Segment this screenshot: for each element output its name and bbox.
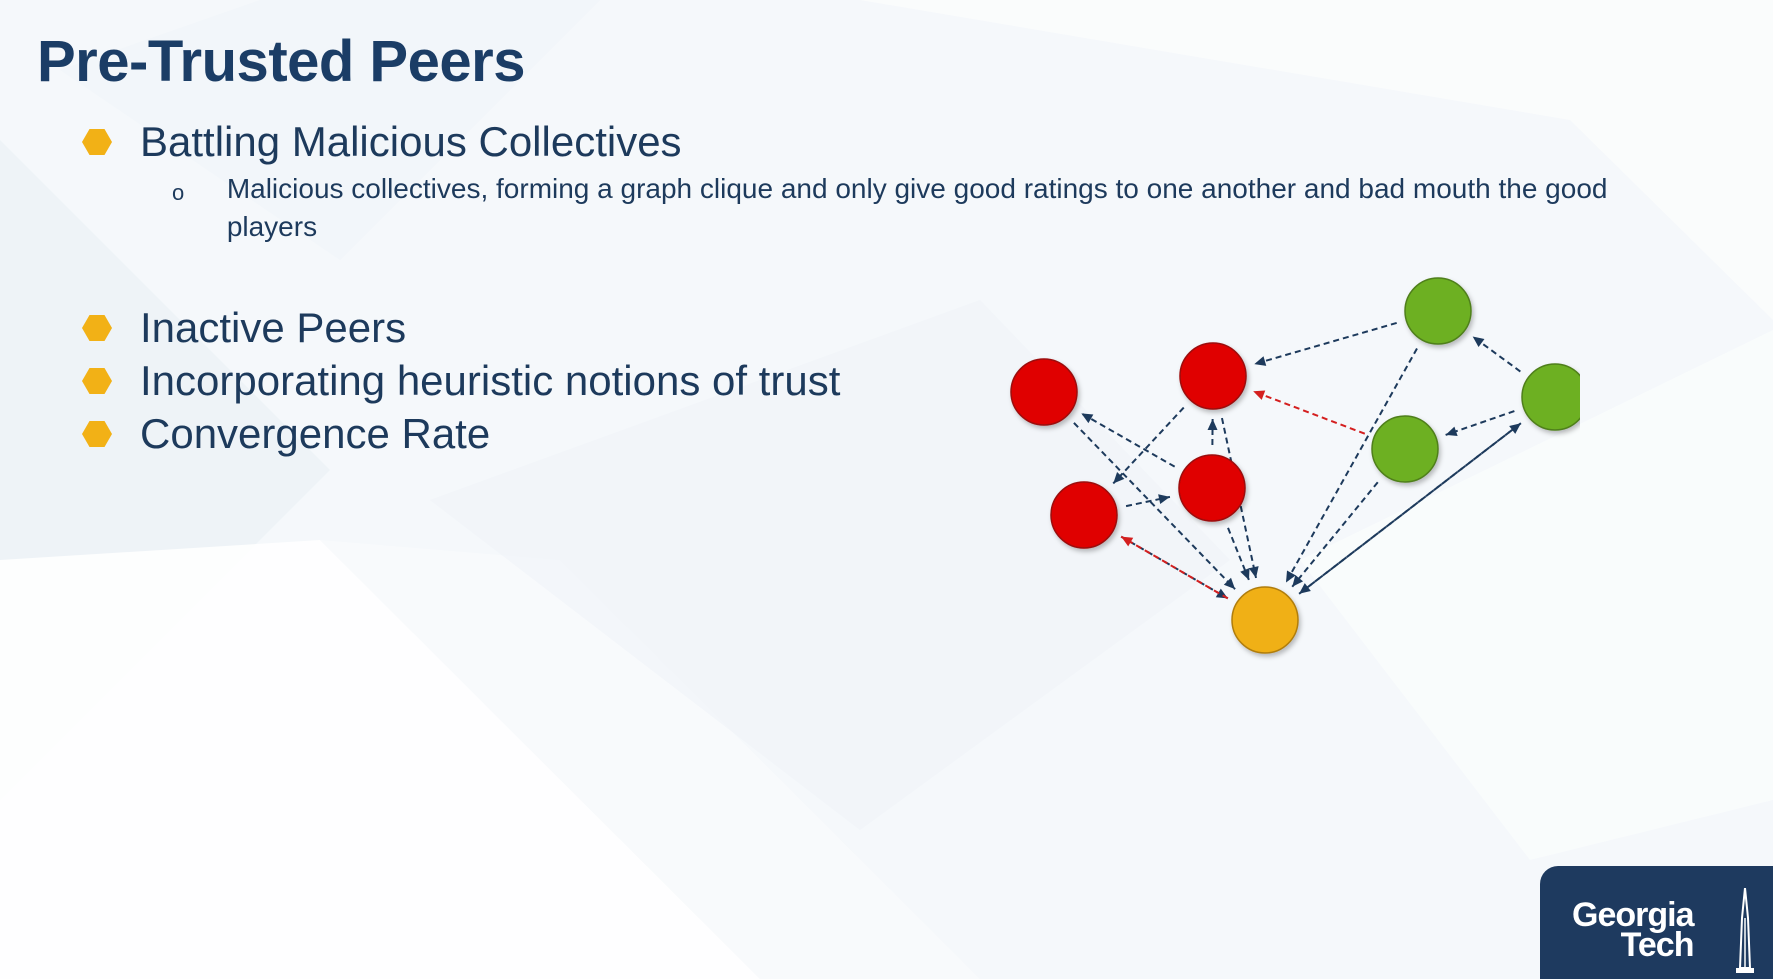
logo-wordmark: Georgia Tech: [1572, 896, 1695, 964]
trust-network-diagram: [1010, 277, 1580, 654]
bullet-text: Convergence Rate: [140, 410, 491, 457]
edge-r3-to-r1: [1080, 412, 1176, 468]
sub-bullet-item: o Malicious collectives, forming a graph…: [172, 170, 1662, 246]
bullet-text: Incorporating heuristic notions of trust: [140, 357, 841, 404]
pretrusted-peer-node-y: [1231, 586, 1299, 654]
logo-line-2: Tech: [1620, 926, 1695, 964]
circle-bullet-icon: o: [172, 180, 185, 205]
malicious-peer-node-r3: [1178, 454, 1246, 522]
edge-r2-to-r4: [1112, 406, 1185, 485]
bullet-text: Battling Malicious Collectives: [140, 118, 682, 165]
edge-y-to-r4: [1120, 535, 1229, 600]
malicious-peer-node-r2: [1179, 342, 1247, 410]
edge-g2-to-r2: [1252, 390, 1366, 435]
logo-line-1: Georgia: [1572, 896, 1694, 934]
edge-g3-to-g2: [1445, 410, 1515, 437]
good-peer-node-g1: [1404, 277, 1472, 345]
edge-r1-to-y: [1073, 422, 1236, 590]
edge-g2-to-y: [1291, 481, 1379, 588]
hexagon-bullet-icon: [82, 368, 112, 394]
edge-r4-to-r3: [1125, 494, 1171, 508]
edge-y-to-g3: [1298, 422, 1522, 595]
tech-tower-icon: [1736, 888, 1754, 973]
bullet-item-battling-malicious-collectives: Battling Malicious Collectives: [82, 116, 682, 168]
hexagon-bullet-icon: [82, 421, 112, 447]
page-title: Pre-Trusted Peers: [37, 29, 525, 94]
malicious-peer-node-r4: [1050, 481, 1118, 549]
good-peer-node-g2: [1371, 415, 1439, 483]
edge-g1-to-r2: [1254, 321, 1397, 366]
bullet-item-heuristic-trust: Incorporating heuristic notions of trust: [82, 355, 840, 407]
edge-g3-to-g1: [1472, 335, 1521, 373]
hexagon-bullet-icon: [82, 129, 112, 155]
hexagon-bullet-icon: [82, 315, 112, 341]
georgia-tech-logo: Georgia Tech: [1540, 866, 1773, 979]
malicious-peer-node-r1: [1010, 358, 1078, 426]
bullet-text: Inactive Peers: [140, 304, 407, 351]
bullet-item-inactive-peers: Inactive Peers: [82, 302, 406, 354]
edge-r3-to-y: [1227, 527, 1250, 581]
good-peer-node-g3: [1521, 363, 1580, 431]
bullet-item-convergence-rate: Convergence Rate: [82, 408, 490, 460]
sub-bullet-text: Malicious collectives, forming a graph c…: [226, 173, 1608, 242]
edge-g1-to-y: [1285, 348, 1418, 583]
edge-r3-to-r2: [1207, 418, 1218, 446]
